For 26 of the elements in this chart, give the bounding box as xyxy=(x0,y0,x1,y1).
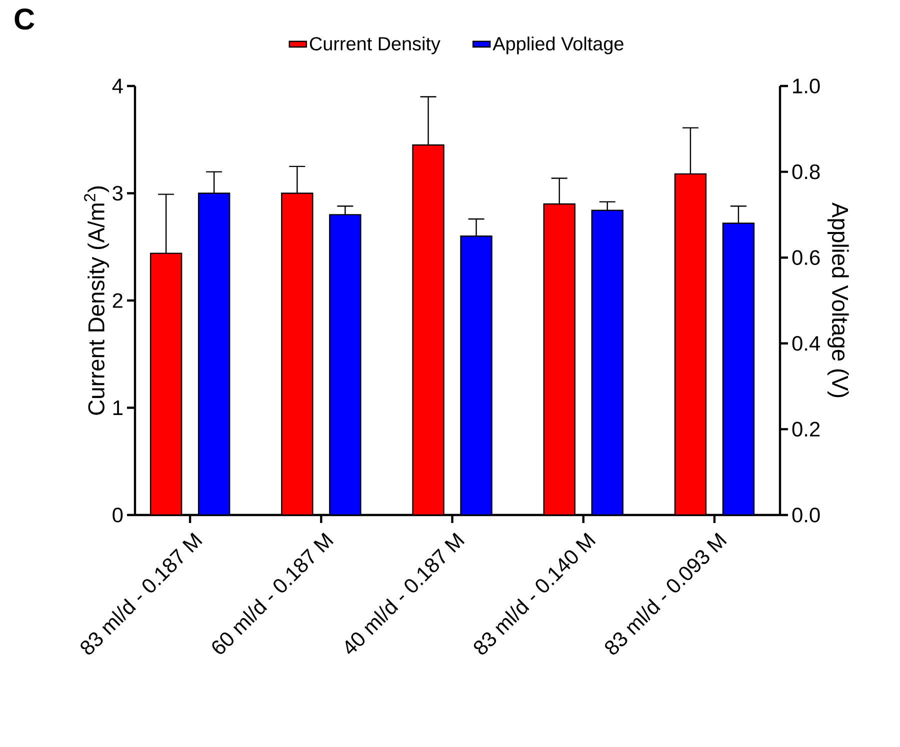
text: C xyxy=(14,8,34,30)
legend-label: Applied Voltage xyxy=(492,36,624,54)
bar xyxy=(722,222,755,515)
bar xyxy=(150,252,182,515)
bar xyxy=(329,214,362,515)
bar xyxy=(412,144,444,515)
legend-label: Current Density xyxy=(310,36,440,54)
y2-tick-label: 0.0 xyxy=(792,508,820,522)
y-tick-label: 4 xyxy=(112,78,123,94)
y2-axis-title: Applied Voltage (V) xyxy=(827,202,849,398)
bar xyxy=(198,192,230,515)
y2-tick-label: 0.8 xyxy=(792,164,820,180)
bar xyxy=(460,236,492,515)
y-axis-title: Current Density (A/m$^{2}$) xyxy=(84,186,109,415)
bar xyxy=(591,210,624,515)
y-tick-label: 1 xyxy=(113,400,122,415)
y2-tick-label: 0.6 xyxy=(792,250,820,265)
bar xyxy=(674,173,707,515)
y2-tick-label: 0.4 xyxy=(792,336,820,351)
y-tick-label: 3 xyxy=(112,186,123,201)
y2-tick-label: 0.2 xyxy=(792,422,820,437)
y-tick-label: 0 xyxy=(112,508,123,522)
y2-tick-label: 1.0 xyxy=(793,78,820,94)
y-tick-label: 2 xyxy=(112,293,122,308)
bar xyxy=(543,203,576,515)
bar xyxy=(281,192,314,515)
